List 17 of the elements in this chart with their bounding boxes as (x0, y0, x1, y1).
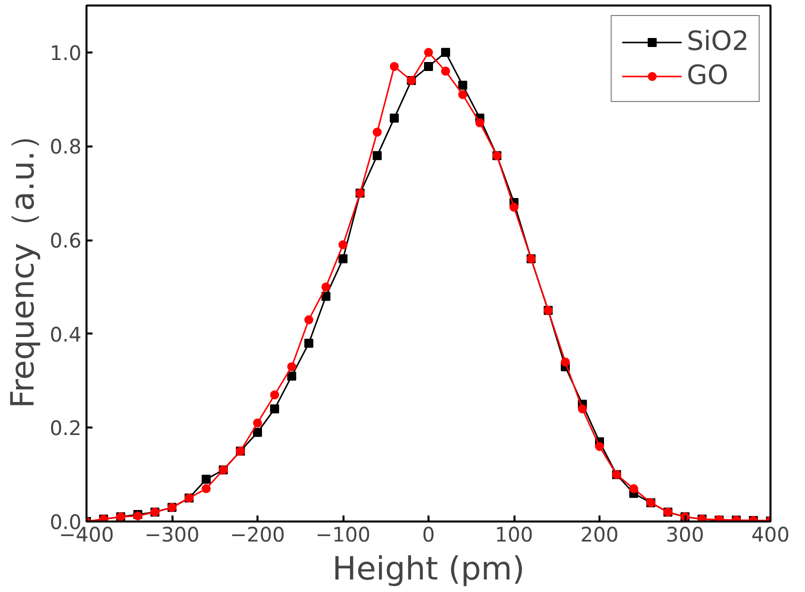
x-tick-label: 300 (666, 522, 704, 546)
legend-label: SiO2 (686, 26, 749, 57)
x-tick-label: 0 (422, 522, 435, 546)
y-tick-label: 0.6 (50, 228, 82, 253)
y-tick-label: 0.2 (50, 416, 82, 440)
y-tick-label: 0.4 (50, 322, 82, 346)
legend-label: GO (686, 60, 728, 91)
x-tick-label: −200 (230, 522, 285, 546)
x-tick-label: −300 (144, 522, 200, 546)
x-tick-label: −100 (316, 522, 370, 546)
x-tick-label: 400 (751, 522, 790, 546)
y-axis-title: Frequency（a.u.） (4, 118, 42, 408)
x-tick-label: 200 (580, 522, 619, 546)
x-tick-label: 100 (494, 522, 534, 546)
y-tick-label: 1.0 (50, 40, 82, 65)
y-tick-label: 0.8 (50, 134, 82, 159)
x-axis-title: Height (pm) (332, 550, 525, 588)
